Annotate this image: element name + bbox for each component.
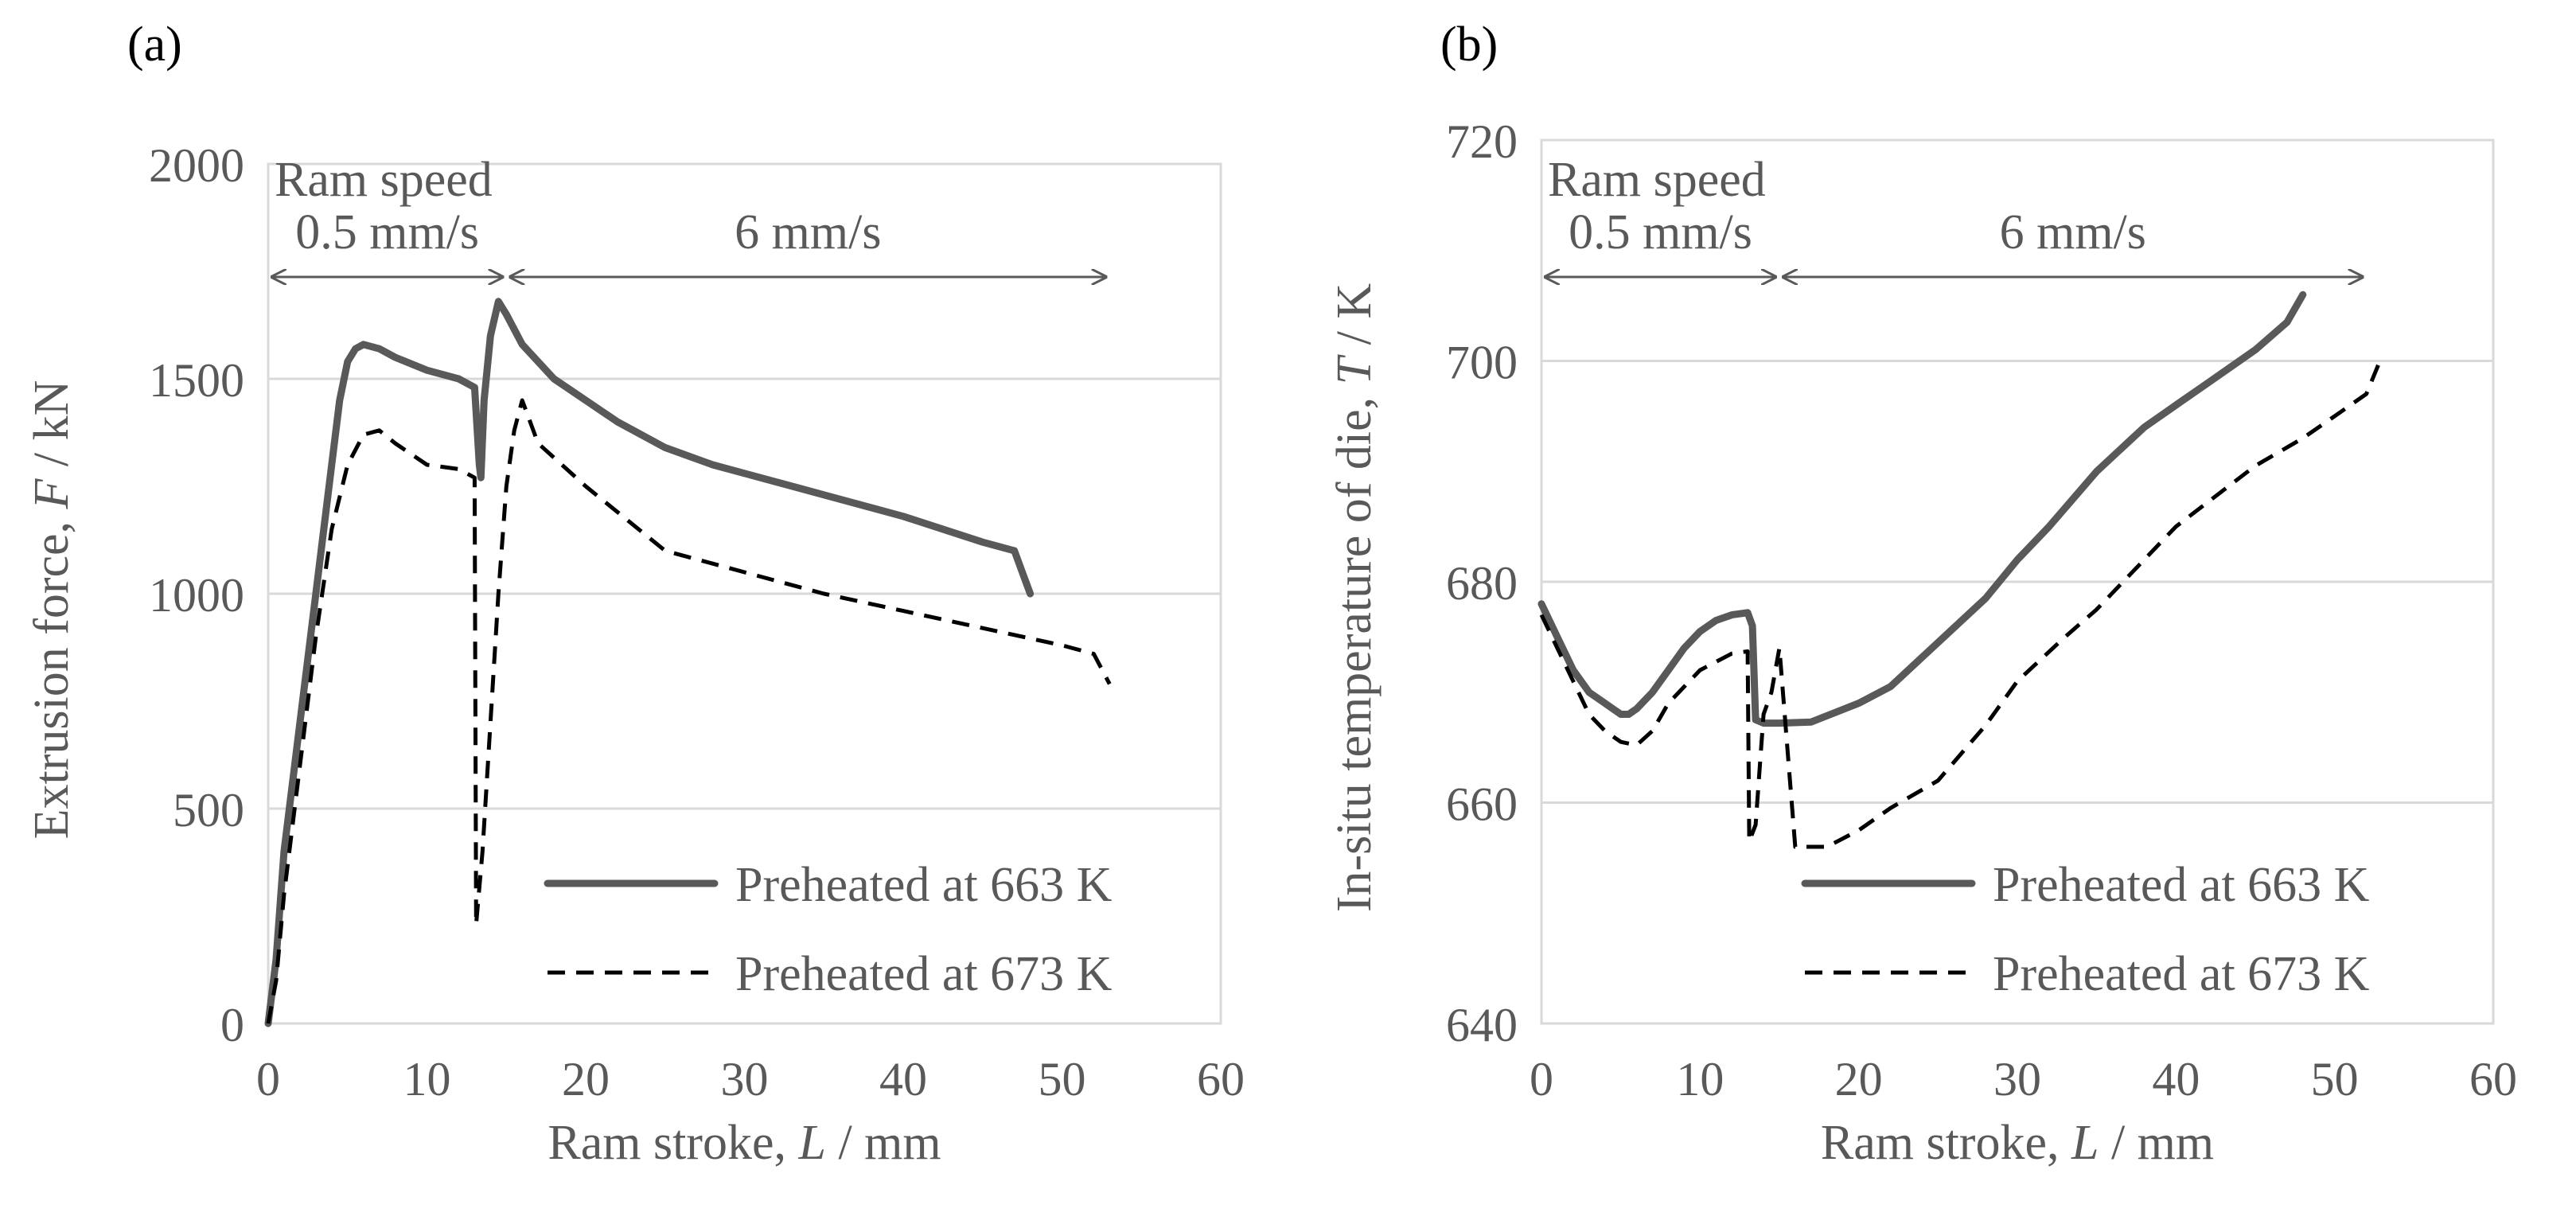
x-tick-label: 10 — [403, 1053, 451, 1105]
x-tick-label: 40 — [879, 1053, 927, 1105]
y-axis-title-variable: F — [25, 478, 79, 509]
y-axis-title-unit: / kN — [25, 380, 79, 479]
panel-label: (b) — [1440, 18, 1498, 72]
x-tick-label: 0 — [256, 1053, 280, 1105]
legend-label: Preheated at 673 K — [735, 947, 1113, 1001]
legend-label: Preheated at 673 K — [1993, 947, 2370, 1001]
y-tick-label: 700 — [1446, 337, 1518, 389]
series-line-663K — [1537, 290, 2307, 727]
series-line-673K — [266, 398, 1112, 1024]
x-axis-title-variable: L — [2071, 1116, 2099, 1170]
chart-panel-b: (b) 640 660 680 700 720 0 10 20 30 40 50 60 Ram strok… — [1327, 18, 2517, 1170]
x-tick-label: 30 — [1993, 1053, 2041, 1105]
x-tick-label: 30 — [721, 1053, 769, 1105]
x-axis-title-variable: L — [797, 1116, 825, 1170]
x-tick-label: 20 — [1835, 1053, 1883, 1105]
panel-label: (a) — [127, 18, 182, 72]
y-tick-label: 1000 — [149, 569, 244, 622]
y-tick-label: 680 — [1446, 557, 1518, 610]
x-tick-label: 50 — [2311, 1053, 2359, 1105]
x-axis-title-unit: / mm — [2099, 1116, 2214, 1170]
y-tick-label: 500 — [173, 784, 244, 836]
x-tick-label: 10 — [1676, 1053, 1724, 1105]
y-axis-title-variable: T — [1327, 353, 1382, 384]
x-axis-title-unit: / mm — [826, 1116, 941, 1170]
x-tick-label: 20 — [562, 1053, 610, 1105]
legend: Preheated at 663 K Preheated at 673 K — [544, 858, 1113, 1001]
x-axis-title-prefix: Ram stroke, — [548, 1116, 798, 1170]
legend: Preheated at 663 K Preheated at 673 K — [1801, 858, 2370, 1001]
ram-speed-annotation-title: Ram speed — [1548, 153, 1766, 207]
x-axis-title-prefix: Ram stroke, — [1821, 1116, 2071, 1170]
legend-label: Preheated at 663 K — [1993, 858, 2370, 912]
ram-speed-arrow-label: 6 mm/s — [735, 205, 881, 259]
y-tick-label: 720 — [1446, 115, 1518, 168]
x-tick-label: 40 — [2152, 1053, 2200, 1105]
legend-label: Preheated at 663 K — [735, 858, 1113, 912]
ram-speed-arrow-label: 0.5 mm/s — [1569, 205, 1752, 259]
y-axis-title-prefix: In-situ temperature of die, — [1327, 384, 1382, 912]
y-axis-title-unit: / K — [1327, 283, 1382, 357]
y-tick-label: 660 — [1446, 778, 1518, 831]
ram-speed-arrow-label: 0.5 mm/s — [295, 205, 479, 259]
y-axis-title: In-situ temperature of die, T / K — [1327, 283, 1382, 913]
y-tick-label: 1500 — [149, 354, 244, 407]
x-axis-title: Ram stroke, L / mm — [548, 1116, 941, 1170]
x-tick-label: 50 — [1039, 1053, 1086, 1105]
x-axis-title: Ram stroke, L / mm — [1821, 1116, 2214, 1170]
x-tick-label: 0 — [1530, 1053, 1553, 1105]
ram-speed-annotation-title: Ram speed — [275, 153, 493, 207]
y-tick-label: 2000 — [149, 139, 244, 192]
ram-speed-arrow-label: 6 mm/s — [2000, 205, 2146, 259]
series-line-673K — [1539, 354, 2384, 849]
y-tick-label: 0 — [220, 999, 244, 1051]
y-axis-title-prefix: Extrusion force, — [25, 509, 79, 839]
y-tick-label: 640 — [1446, 999, 1518, 1051]
series-line-663K — [264, 298, 1035, 1027]
x-tick-label: 60 — [2469, 1053, 2517, 1105]
chart-panel-a: (a) 0 500 1000 1500 2000 0 10 20 30 40 50 60 Ram stro… — [25, 18, 1245, 1170]
x-tick-label: 60 — [1197, 1053, 1245, 1105]
y-axis-title: Extrusion force, F / kN — [25, 380, 79, 840]
